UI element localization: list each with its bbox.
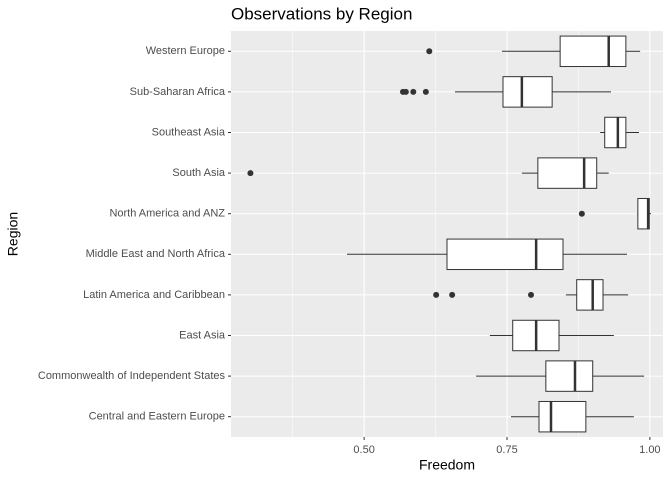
outlier (449, 291, 456, 298)
outlier (426, 48, 433, 55)
outlier (528, 291, 534, 298)
outlier (247, 170, 254, 177)
y-tick-label: East Asia (179, 329, 226, 341)
y-axis-label: Region (5, 212, 21, 256)
box (545, 360, 594, 392)
outlier (402, 88, 409, 95)
box (538, 400, 587, 433)
chart-title: Observations by Region (231, 4, 412, 23)
y-tick-label: Commonwealth of Independent States (38, 370, 226, 382)
box (576, 279, 604, 311)
x-tick-label: 1.00 (639, 444, 660, 456)
box (604, 116, 627, 149)
box (502, 76, 553, 108)
box (537, 157, 598, 189)
y-tick-label: Western Europe (146, 45, 225, 57)
x-tick-label: 0.75 (496, 444, 517, 456)
box (559, 35, 627, 68)
y-tick-label: Southeast Asia (152, 126, 226, 138)
y-tick-label: Middle East and North Africa (86, 248, 226, 260)
outlier (433, 291, 440, 298)
x-tick-label: 0.50 (353, 444, 374, 456)
x-axis-label: Freedom (419, 457, 475, 473)
y-tick-label: Latin America and Caribbean (83, 289, 225, 301)
y-tick-label: South Asia (172, 167, 225, 179)
outlier (578, 210, 585, 217)
y-tick-label: North America and ANZ (109, 208, 225, 220)
outlier (410, 88, 417, 95)
y-tick-label: Sub-Saharan Africa (130, 86, 226, 98)
y-tick-label: Central and Eastern Europe (89, 411, 225, 423)
outlier (422, 88, 429, 95)
box (446, 238, 564, 271)
